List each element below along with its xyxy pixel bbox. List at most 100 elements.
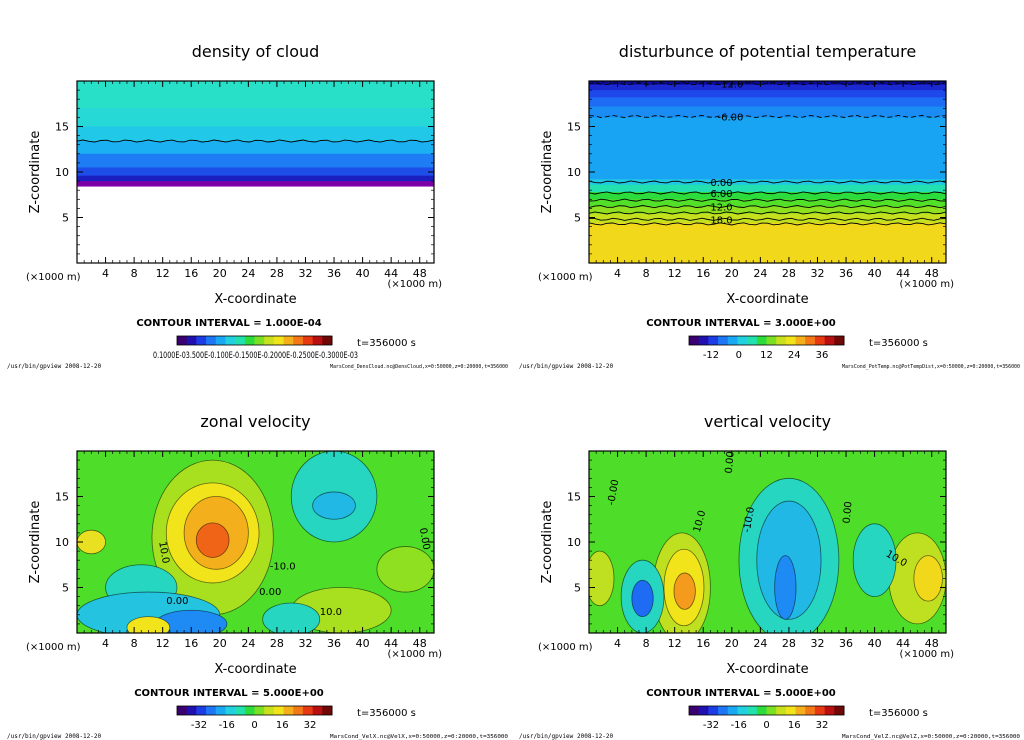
contour-line bbox=[589, 211, 946, 215]
x-tick-label: 20 bbox=[725, 637, 739, 650]
y-tick-label: 10 bbox=[567, 536, 581, 549]
x-unit-right: (×1000 m) bbox=[387, 279, 442, 290]
x-tick-label: 8 bbox=[643, 637, 650, 650]
y-tick-label: 5 bbox=[574, 582, 581, 595]
color-band bbox=[589, 222, 946, 263]
x-tick-label: 24 bbox=[241, 267, 255, 280]
colorbar-cell bbox=[293, 706, 304, 715]
colorbar-frame bbox=[688, 335, 845, 346]
colorbar-cell bbox=[293, 336, 304, 345]
chart-title: zonal velocity bbox=[200, 412, 310, 431]
colorbar-cell bbox=[785, 336, 797, 345]
contour-field bbox=[77, 81, 434, 263]
colorbar-cell bbox=[177, 706, 188, 715]
colorbar-cell bbox=[776, 336, 787, 345]
contour-label: 0.00 bbox=[417, 527, 432, 551]
footer-file: MarsCond_VelX.nc@VelX,x=0:50000,z=0:2000… bbox=[330, 734, 508, 740]
colorbar-cell bbox=[302, 706, 314, 715]
contour-blob bbox=[589, 550, 615, 607]
contour-blob bbox=[913, 555, 943, 602]
x-tick-label: 36 bbox=[839, 637, 853, 650]
x-tick-label: 12 bbox=[156, 637, 170, 650]
contour-label: 12.0 bbox=[710, 203, 732, 214]
colorbar-cell bbox=[708, 706, 719, 715]
colorbar-tick-label: -32 bbox=[191, 720, 207, 731]
x-tick-label: 24 bbox=[241, 637, 255, 650]
contour-interval: CONTOUR INTERVAL = 5.000E+00 bbox=[646, 688, 836, 699]
colorbar-cell bbox=[302, 336, 314, 345]
footer-date: 2008-12-20 bbox=[65, 363, 102, 370]
panel-zonal: zonal velocity 10.0 -10.0 0.00 0.00 10.0 0.00 4… bbox=[7, 412, 508, 740]
x-tick-label: 28 bbox=[270, 637, 284, 650]
contour-label: 6.00 bbox=[710, 189, 732, 200]
footer-program: /usr/bin/gpview bbox=[7, 363, 62, 370]
x-unit-left: (×1000 m) bbox=[26, 272, 81, 283]
x-tick-label: 28 bbox=[782, 267, 796, 280]
colorbar-tick-label: -32 bbox=[703, 720, 719, 731]
x-tick-label: 44 bbox=[896, 267, 910, 280]
contour-interval: CONTOUR INTERVAL = 3.000E+00 bbox=[646, 318, 836, 329]
contour-blob bbox=[312, 491, 356, 520]
x-tick-label: 8 bbox=[131, 637, 138, 650]
color-band bbox=[77, 186, 434, 263]
colorbar-cell bbox=[814, 336, 826, 345]
colorbar-frame bbox=[176, 335, 333, 346]
y-tick-label: 10 bbox=[567, 166, 581, 179]
footer-date: 2008-12-20 bbox=[577, 733, 614, 740]
x-axis-label: X-coordinate bbox=[726, 292, 808, 307]
colorbar-cell bbox=[834, 336, 845, 345]
colorbar-tick-label: 32 bbox=[816, 720, 829, 731]
contour-label: -0.00 bbox=[606, 479, 621, 506]
contour-label: 18.0 bbox=[710, 215, 732, 226]
x-tick-label: 48 bbox=[925, 637, 939, 650]
chart-title: density of cloud bbox=[192, 42, 320, 61]
colorbar-cell bbox=[756, 336, 767, 345]
x-tick-label: 24 bbox=[753, 637, 767, 650]
colorbar-cell bbox=[206, 336, 217, 345]
contour-label: -12.0 bbox=[718, 80, 744, 91]
x-tick-label: 4 bbox=[102, 637, 109, 650]
x-tick-label: 8 bbox=[131, 267, 138, 280]
contour-label: 0.00 bbox=[710, 178, 732, 189]
colorbar-cell bbox=[718, 706, 729, 715]
x-tick-label: 16 bbox=[184, 637, 198, 650]
colorbar-cell bbox=[805, 706, 816, 715]
colorbar-cell bbox=[737, 706, 748, 715]
x-tick-label: 44 bbox=[896, 637, 910, 650]
y-axis-label: Z-coordinate bbox=[28, 501, 43, 584]
contour-blob bbox=[195, 522, 230, 558]
colorbar-cell bbox=[689, 706, 700, 715]
y-tick-label: 5 bbox=[574, 212, 581, 225]
colorbar-cell bbox=[254, 706, 265, 715]
colorbar-tick-label: -16 bbox=[219, 720, 235, 731]
contour-line bbox=[589, 217, 946, 221]
colorbar-cell bbox=[776, 706, 787, 715]
y-tick-label: 15 bbox=[567, 491, 581, 504]
x-tick-label: 36 bbox=[839, 267, 853, 280]
x-tick-label: 4 bbox=[102, 267, 109, 280]
contour-line bbox=[589, 205, 946, 209]
colorbar-cell bbox=[766, 336, 777, 345]
x-tick-label: 16 bbox=[184, 267, 198, 280]
contour-label: -10.0 bbox=[270, 561, 296, 572]
footer-file: MarsCond_VelZ.nc@VelZ,x=0:50000,z=0:2000… bbox=[842, 734, 1020, 740]
colorbar-cell bbox=[824, 336, 835, 345]
colorbar-cell bbox=[766, 706, 777, 715]
x-tick-label: 48 bbox=[413, 267, 427, 280]
colorbar-tick-label: 36 bbox=[816, 350, 829, 361]
y-tick-label: 15 bbox=[567, 121, 581, 134]
colorbar-cell bbox=[273, 336, 285, 345]
colorbar-cell bbox=[215, 706, 226, 715]
colorbar-tick-label: 32 bbox=[304, 720, 317, 731]
contour-blob bbox=[262, 602, 321, 633]
colorbar-cell bbox=[196, 706, 207, 715]
y-tick-label: 10 bbox=[55, 536, 69, 549]
colorbar-cell bbox=[225, 336, 236, 345]
colorbar-cell bbox=[814, 706, 826, 715]
panel-pottemp: disturbunce of potential temperature -12.… bbox=[519, 42, 1020, 370]
colorbar-cell bbox=[747, 706, 758, 715]
contour-label: 0.00 bbox=[166, 596, 188, 607]
colorbar-cell bbox=[756, 706, 767, 715]
x-tick-label: 36 bbox=[327, 267, 341, 280]
chart-title: disturbunce of potential temperature bbox=[619, 42, 916, 61]
